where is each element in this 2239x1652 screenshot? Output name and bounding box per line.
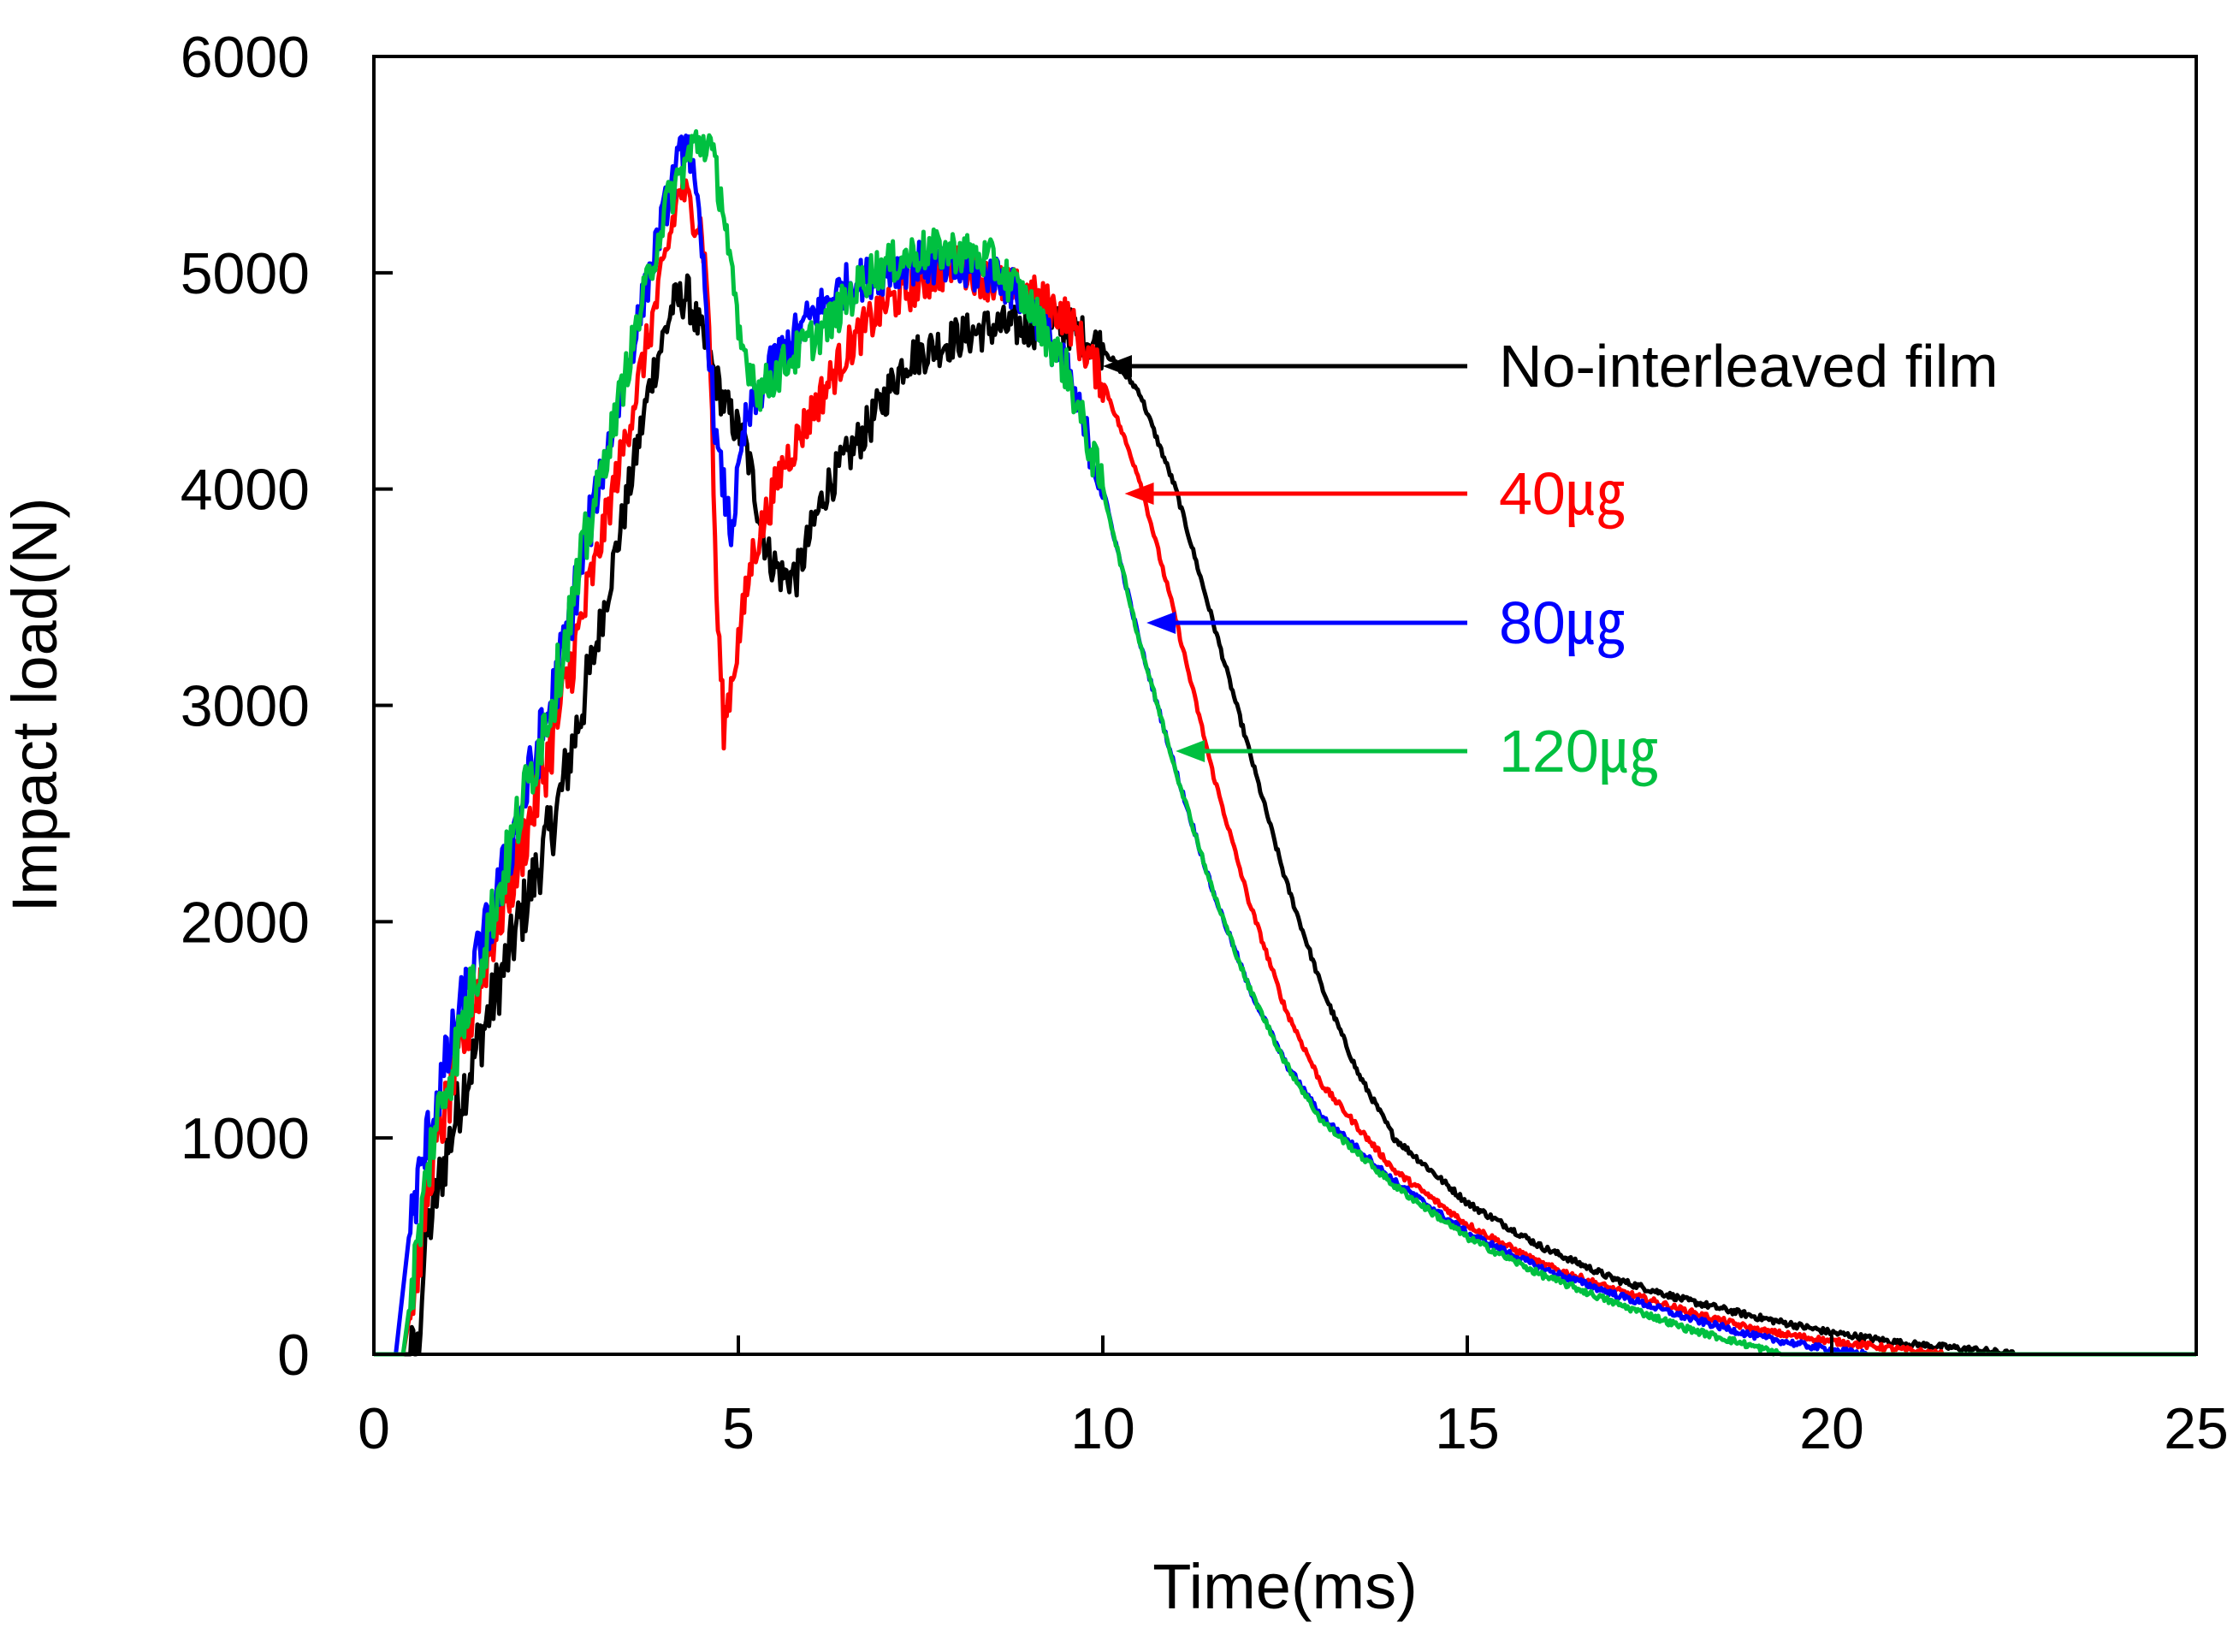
x-tick-label-1: 5	[722, 1396, 755, 1461]
annotation-arrowhead-2	[1146, 612, 1176, 634]
series-line-0	[373, 273, 2197, 1357]
series-line-3	[373, 129, 2197, 1357]
x-tick-label-3: 15	[1435, 1396, 1500, 1461]
x-axis-title: Time(ms)	[1152, 1551, 1418, 1622]
y-tick-label-6: 6000	[181, 25, 310, 90]
annotation-label-2: 80㎍	[1499, 589, 1626, 658]
annotation-label-0: No-interleaved film	[1499, 333, 1999, 400]
y-tick-label-0: 0	[277, 1323, 310, 1388]
x-tick-label-5: 25	[2164, 1396, 2229, 1461]
tick-layer: 0 5 10 15 20 25 0 1000 2000 3000 4000 5000 6000	[181, 25, 2229, 1461]
annotation-layer: No-interleaved film 40㎍ 80㎍ 120㎍	[1103, 333, 1999, 786]
annotation-label-1: 40㎍	[1499, 460, 1626, 529]
y-axis-title: Impact load(N)	[0, 497, 70, 912]
y-tick-label-4: 4000	[181, 458, 310, 523]
series-line-1	[373, 174, 2197, 1357]
annotation-arrowhead-1	[1124, 483, 1154, 505]
series-layer	[373, 129, 2197, 1357]
y-tick-label-1: 1000	[181, 1106, 310, 1171]
annotation-arrowhead-0	[1103, 355, 1132, 377]
x-tick-label-0: 0	[358, 1396, 390, 1461]
y-tick-label-3: 3000	[181, 674, 310, 739]
x-tick-label-4: 20	[1799, 1396, 1864, 1461]
x-tick-label-2: 10	[1070, 1396, 1135, 1461]
annotation-arrowhead-3	[1176, 740, 1205, 762]
series-line-2	[373, 133, 2197, 1357]
y-tick-label-2: 2000	[181, 890, 310, 955]
annotation-label-3: 120㎍	[1499, 718, 1659, 786]
y-tick-label-5: 5000	[181, 241, 310, 306]
plot-area-frame	[372, 55, 2198, 1356]
